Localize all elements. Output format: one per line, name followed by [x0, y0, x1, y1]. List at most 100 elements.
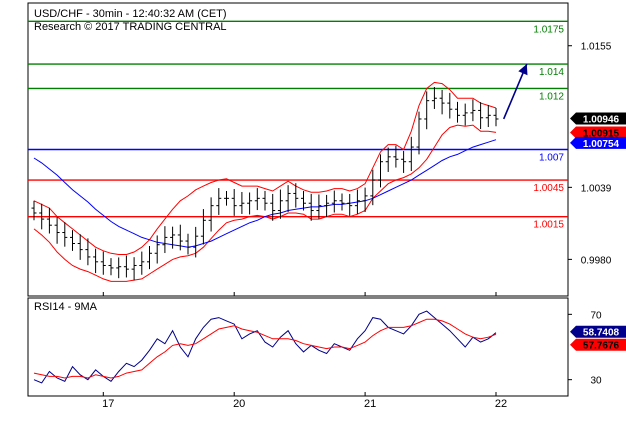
level-label-5: 1.0015	[533, 220, 564, 231]
candle-34	[293, 183, 299, 208]
day-tick-label-1: 20	[233, 398, 245, 410]
price-badge-pivot: 1.00754	[570, 136, 626, 150]
rsi-tick-label-0: 30	[590, 376, 602, 387]
price-badge-last: 1.00946	[570, 112, 626, 125]
candle-15	[147, 245, 152, 270]
candle-57	[470, 99, 476, 122]
candle-33	[285, 185, 291, 213]
candle-36	[308, 193, 314, 221]
chart-title: USD/CHF - 30min - 12:40:32 AM (CET)	[34, 8, 227, 20]
candle-26	[231, 189, 237, 216]
level-label-0: 1.0175	[533, 24, 564, 35]
candle-25	[224, 191, 229, 206]
candle-46	[385, 147, 391, 172]
day-tick-label-0: 17	[102, 398, 114, 410]
rsi-tick-label-1: 70	[590, 310, 602, 321]
candle-42	[354, 189, 360, 214]
candle-48	[401, 150, 407, 173]
price-badge-last-bg	[570, 112, 626, 125]
candle-53	[439, 89, 445, 115]
candle-38	[324, 194, 330, 217]
candle-47	[393, 145, 399, 168]
candle-2	[46, 207, 52, 234]
price-tick-label-0: 0.9980	[581, 255, 612, 266]
candle-13	[131, 257, 137, 281]
candle-60	[493, 107, 499, 127]
rsi-badge-rsi_ma-bg	[570, 338, 626, 351]
candle-5	[70, 230, 75, 251]
rsi-series-1	[33, 318, 497, 379]
candle-9	[100, 251, 106, 275]
candle-31	[270, 193, 276, 221]
candle-32	[277, 189, 283, 219]
candle-14	[139, 251, 145, 275]
price-badge-pivot-bg	[570, 136, 626, 149]
moving-average-line	[33, 139, 497, 248]
price-tick-label-2: 1.0155	[581, 42, 612, 53]
levels-layer: 1.0175 1.014 1.012 1.007 1.0045 1.0015	[28, 20, 568, 231]
rsi-badge-rsi: 58.7408	[570, 325, 626, 339]
price-tick-label-1: 1.0039	[581, 183, 612, 194]
candle-50	[416, 111, 422, 155]
day-tick-label-2: 21	[364, 398, 376, 410]
price-badge-pivot-label: 1.00754	[583, 139, 620, 150]
rsi-series-0	[33, 310, 497, 384]
rsi-badge-rsi-label: 58.7408	[583, 328, 620, 339]
candle-21	[193, 226, 199, 258]
rsi-title: RSI14 - 9MA	[34, 301, 98, 313]
candle-41	[347, 193, 353, 216]
price-badge-low-bg	[570, 126, 626, 139]
rsi-layer	[33, 310, 497, 384]
rsi-panel	[27, 297, 569, 397]
candle-12	[123, 255, 129, 278]
candle-11	[116, 257, 122, 279]
candle-3	[54, 216, 60, 244]
candle-58	[478, 102, 484, 129]
candle-10	[108, 258, 114, 276]
candle-35	[301, 191, 306, 211]
candle-49	[408, 136, 414, 171]
bollinger-upper	[33, 81, 497, 255]
candle-27	[239, 191, 245, 214]
candle-22	[200, 209, 206, 245]
candle-37	[316, 194, 322, 219]
candle-19	[177, 224, 183, 251]
forecast-arrow-head	[518, 64, 528, 76]
axis-layer: 0.9980 1.0039 1.0155 30 70 17 20 21 22	[102, 42, 612, 410]
candle-51	[424, 91, 430, 130]
day-tick-label-3: 22	[495, 398, 507, 410]
level-label-3: 1.007	[539, 153, 564, 164]
moving-average-layer	[33, 139, 497, 248]
candle-8	[93, 248, 99, 274]
candle-52	[431, 86, 437, 109]
level-label-1: 1.014	[539, 67, 564, 78]
candle-28	[247, 192, 253, 215]
candle-16	[154, 235, 160, 264]
candle-59	[485, 105, 491, 128]
candle-1	[39, 203, 45, 230]
rsi-badge-rsi_ma-label: 57.7676	[583, 341, 620, 352]
rsi-badge-rsi_ma: 57.7676	[570, 338, 626, 352]
candle-54	[447, 92, 453, 119]
level-label-2: 1.012	[539, 91, 564, 102]
rsi-badge-rsi-bg	[570, 325, 626, 338]
candle-40	[339, 193, 345, 211]
candle-0	[31, 200, 37, 221]
candle-43	[362, 187, 368, 213]
chart-copyright: Research © 2017 TRADING CENTRAL	[34, 21, 227, 33]
candle-6	[77, 234, 83, 260]
candle-23	[208, 197, 214, 232]
candle-44	[370, 169, 376, 206]
candle-18	[170, 226, 176, 249]
candle-24	[216, 188, 222, 215]
candle-17	[162, 226, 168, 254]
candle-20	[185, 233, 191, 255]
candle-45	[378, 154, 383, 188]
candle-30	[262, 191, 268, 211]
price-badge-low: 1.00915	[570, 126, 626, 139]
level-label-4: 1.0045	[533, 183, 564, 194]
candle-56	[462, 103, 468, 126]
